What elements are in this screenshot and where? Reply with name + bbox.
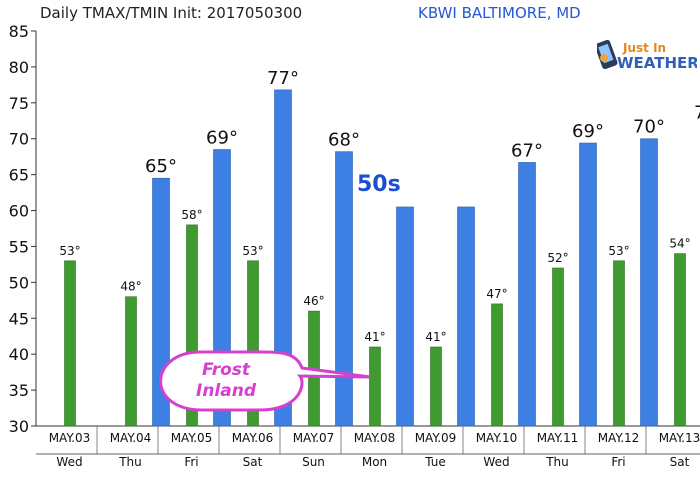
high-bar-label: 69° [572,121,604,142]
logo-line1: Just In [622,41,666,55]
day-tick-label: Sat [243,455,263,469]
y-tick-label: 80 [9,58,29,77]
y-tick-label: 70 [9,130,29,149]
frost-callout-text: Frost Inland [196,360,256,401]
low-bar [369,346,381,427]
low-bar-label: 53° [59,244,80,258]
y-tick-label: 85 [9,22,29,41]
high-bar [640,138,658,427]
date-tick-label: MAY.07 [293,431,335,445]
day-tick-label: Wed [483,455,509,469]
logo-line2: WEATHER [617,54,697,72]
just-in-weather-logo: Just In WEATHER [597,39,697,72]
annotation-50s: 50s [357,172,401,197]
date-tick-label: MAY.03 [49,431,91,445]
day-tick-label: Fri [611,455,625,469]
y-tick-label: 60 [9,202,29,221]
frost-callout-bubble [159,350,371,412]
low-bar-label: 48° [120,280,141,294]
y-tick-label: 30 [9,417,29,436]
high-bar-label: 77° [267,68,299,89]
y-tick-label: 50 [9,273,29,292]
high-bar [274,89,292,427]
low-bar-label: 54° [669,237,690,251]
low-bar [674,253,686,427]
day-tick-label: Sat [670,455,690,469]
chart-title: Daily TMAX/TMIN Init: 2017050300 [40,4,303,22]
date-tick-label: MAY.13 [659,431,700,445]
low-bar-label: 58° [181,208,202,222]
y-tick-label: 45 [9,309,29,328]
day-tick-label: Thu [545,455,569,469]
high-bar [518,162,536,427]
phone-icon [597,39,618,70]
low-bar-label: 46° [303,294,324,308]
low-bar [613,260,625,427]
low-bar [491,303,503,427]
high-bar-label: 70° [633,117,665,138]
y-tick-label: 75 [9,94,29,113]
day-tick-label: Fri [184,455,198,469]
high-bar [396,206,414,427]
high-bar [152,177,170,427]
day-tick-label: Tue [424,455,446,469]
high-bar-label: 68° [328,130,360,151]
day-tick-label: Wed [56,455,82,469]
y-tick-label: 40 [9,345,29,364]
low-bar-label: 41° [364,330,385,344]
low-bar-label: 41° [425,330,446,344]
low-bar [247,260,259,427]
high-bar [457,206,475,427]
date-tick-label: MAY.12 [598,431,640,445]
day-tick-label: Mon [362,455,387,469]
low-bar-label: 52° [547,251,568,265]
date-tick-label: MAY.05 [171,431,213,445]
date-tick-label: MAY.06 [232,431,274,445]
date-tick-label: MAY.04 [110,431,152,445]
day-tick-label: Sun [302,455,325,469]
y-tick-label: 55 [9,237,29,256]
y-tick-label: 65 [9,166,29,185]
low-bar [64,260,76,427]
high-bar [579,142,597,427]
date-tick-label: MAY.11 [537,431,579,445]
high-bar-label: 65° [145,156,177,177]
low-bar-label: 47° [486,287,507,301]
low-bar [552,267,564,427]
station-label: KBWI BALTIMORE, MD [418,4,581,22]
low-bar [125,296,137,427]
low-bar [186,224,198,427]
date-tick-label: MAY.08 [354,431,396,445]
low-bar [430,346,442,427]
low-bar-label: 53° [608,244,629,258]
high-bar-label: 69° [206,128,238,149]
low-bar-label: 53° [242,244,263,258]
high-bar-label: 67° [511,140,543,161]
date-tick-label: MAY.09 [415,431,457,445]
date-tick-label: MAY.10 [476,431,518,445]
high-bar-label: 72° [694,102,700,123]
high-bar [335,151,353,427]
y-tick-label: 35 [9,381,29,400]
day-tick-label: Thu [118,455,142,469]
